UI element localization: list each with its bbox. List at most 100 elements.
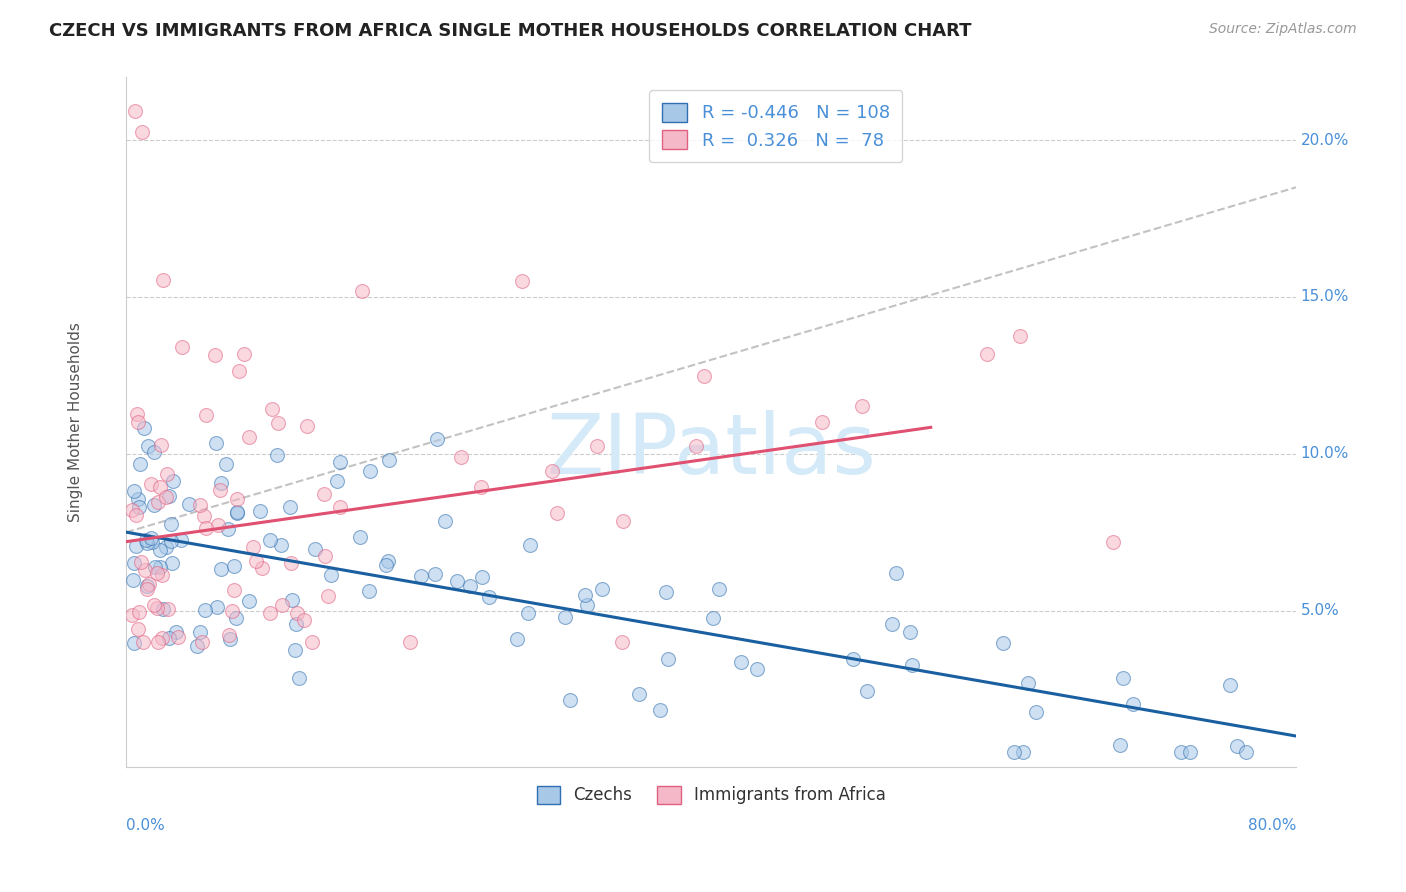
Point <box>880 617 903 632</box>
Point <box>1219 678 1241 692</box>
Point <box>219 632 242 647</box>
Point <box>135 578 157 592</box>
Point <box>398 635 420 649</box>
Point <box>190 635 212 649</box>
Point <box>281 592 304 607</box>
Point <box>259 607 281 621</box>
Point <box>225 506 247 520</box>
Text: 5.0%: 5.0% <box>1301 603 1340 618</box>
Point <box>194 408 217 422</box>
Point <box>278 500 301 514</box>
Point <box>125 407 148 421</box>
Point <box>207 517 229 532</box>
Point <box>1236 745 1258 759</box>
Point <box>221 604 243 618</box>
Point <box>747 662 769 676</box>
Point <box>209 561 232 575</box>
Point <box>156 602 179 616</box>
Point <box>146 635 169 649</box>
Point <box>139 531 162 545</box>
Point <box>143 445 166 459</box>
Point <box>160 557 183 571</box>
Point <box>122 573 145 587</box>
Point <box>204 436 226 450</box>
Point <box>901 658 924 673</box>
Point <box>204 348 226 362</box>
Point <box>155 490 177 504</box>
Point <box>228 364 250 378</box>
Text: 20.0%: 20.0% <box>1301 133 1350 148</box>
Point <box>516 606 538 620</box>
Point <box>122 556 145 570</box>
Point <box>142 598 165 612</box>
Point <box>146 600 169 615</box>
Point <box>135 533 157 548</box>
Point <box>657 651 679 665</box>
Point <box>856 684 879 698</box>
Point <box>159 489 181 503</box>
Point <box>226 491 249 506</box>
Point <box>266 449 288 463</box>
Point <box>284 642 307 657</box>
Point <box>225 611 247 625</box>
Point <box>141 477 163 491</box>
Point <box>135 536 157 550</box>
Point <box>292 613 315 627</box>
Text: Single Mother Households: Single Mother Households <box>67 323 83 523</box>
Point <box>141 534 163 549</box>
Point <box>851 399 873 413</box>
Point <box>149 479 172 493</box>
Point <box>193 508 215 523</box>
Point <box>132 635 155 649</box>
Point <box>194 603 217 617</box>
Point <box>519 537 541 551</box>
Point <box>162 474 184 488</box>
Point <box>129 457 152 471</box>
Point <box>359 464 381 478</box>
Point <box>188 624 211 639</box>
Point <box>575 598 598 612</box>
Point <box>121 503 143 517</box>
Point <box>238 430 260 444</box>
Point <box>285 607 308 621</box>
Point <box>205 599 228 614</box>
Point <box>1108 738 1130 752</box>
Point <box>458 579 481 593</box>
Point <box>124 636 146 650</box>
Point <box>478 590 501 604</box>
Point <box>591 582 613 596</box>
Point <box>155 540 177 554</box>
Point <box>127 415 149 429</box>
Point <box>841 652 863 666</box>
Point <box>1002 745 1025 759</box>
Point <box>194 521 217 535</box>
Text: 80.0%: 80.0% <box>1249 818 1296 832</box>
Text: 0.0%: 0.0% <box>127 818 165 832</box>
Point <box>122 483 145 498</box>
Point <box>132 421 155 435</box>
Point <box>450 450 472 464</box>
Point <box>586 439 609 453</box>
Point <box>470 480 492 494</box>
Point <box>655 584 678 599</box>
Point <box>730 655 752 669</box>
Point <box>267 416 290 430</box>
Point <box>377 554 399 568</box>
Point <box>160 533 183 548</box>
Point <box>1102 535 1125 549</box>
Point <box>1226 739 1249 753</box>
Point <box>326 474 349 488</box>
Point <box>169 533 191 547</box>
Point <box>125 508 148 522</box>
Point <box>127 623 149 637</box>
Point <box>152 273 174 287</box>
Point <box>991 636 1014 650</box>
Point <box>288 671 311 685</box>
Point <box>259 533 281 547</box>
Point <box>693 368 716 383</box>
Point <box>218 628 240 642</box>
Point <box>301 635 323 649</box>
Point <box>426 432 449 446</box>
Point <box>321 567 343 582</box>
Point <box>124 539 146 553</box>
